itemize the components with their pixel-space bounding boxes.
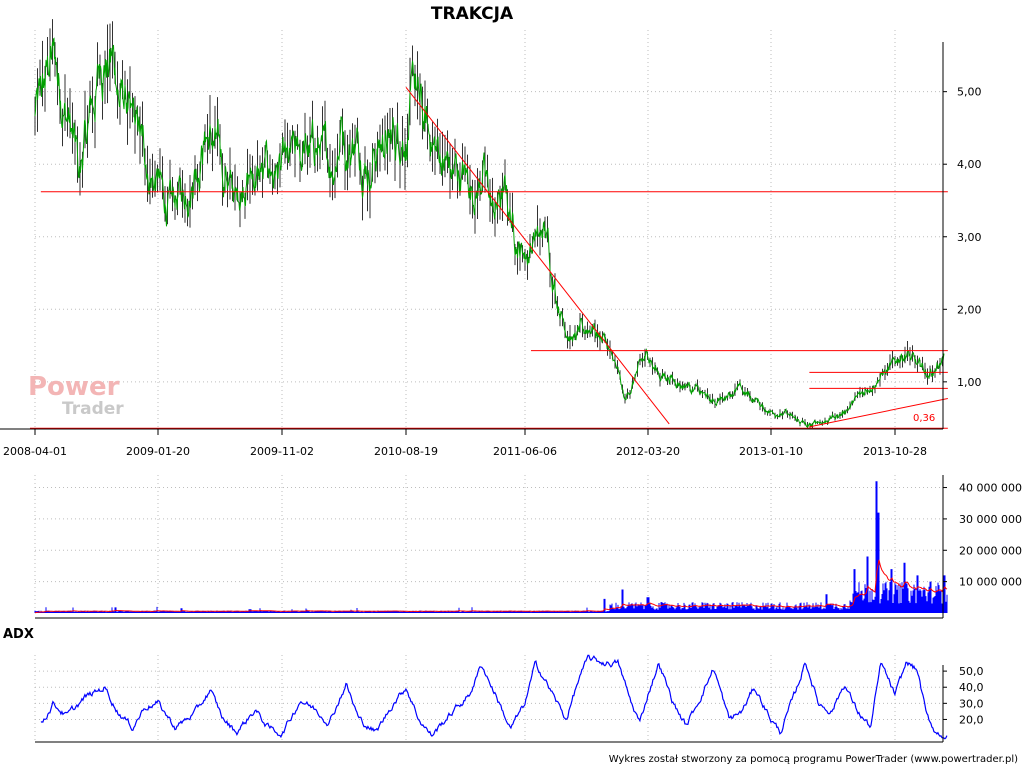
price-series <box>34 19 945 429</box>
adx-series <box>40 654 948 740</box>
power-trader-logo: Power Trader <box>28 372 124 419</box>
price-range-bars <box>34 19 943 429</box>
volume-y-tick-label: 20 000 000 <box>959 544 1022 557</box>
adx-y-tick-label: 50,0 <box>959 665 984 678</box>
logo-power-text: Power <box>28 372 120 402</box>
adx-grid <box>34 655 940 742</box>
price-reference-line <box>809 398 948 428</box>
volume-moving-average <box>34 559 948 614</box>
footer-credit: Wykres został stworzony za pomocą progra… <box>609 754 1018 765</box>
axes: 2008-04-01 2009-01-20 2009-11-02 2010-08-19… <box>0 42 1022 743</box>
adx-line <box>40 654 948 740</box>
adx-y-tick-label: 30,0 <box>959 697 984 710</box>
price-y-tick-label: 3,00 <box>957 231 982 244</box>
x-tick-label: 2009-11-02 <box>250 445 314 458</box>
logo-trader-text: Trader <box>62 399 124 419</box>
volume-y-tick-label: 30 000 000 <box>959 513 1022 526</box>
volume-series <box>34 481 948 614</box>
price-y-tick-label: 5,00 <box>957 86 982 99</box>
x-tick-label: 2008-04-01 <box>3 445 67 458</box>
price-grid <box>34 30 940 429</box>
price-y-tick-label: 1,00 <box>957 376 982 389</box>
volume-grid <box>34 475 940 613</box>
price-y-tick-label: 4,00 <box>957 158 982 171</box>
x-tick-label: 2012-03-20 <box>616 445 680 458</box>
price-line <box>34 37 945 428</box>
support-level-label: 0,36 <box>913 413 935 424</box>
volume-y-tick-label: 10 000 000 <box>959 576 1022 589</box>
x-tick-label: 2010-08-19 <box>374 445 438 458</box>
adx-y-tick-label: 20,0 <box>959 713 984 726</box>
volume-y-tick-label: 40 000 000 <box>959 482 1022 495</box>
x-tick-label: 2013-10-28 <box>863 445 927 458</box>
chart-title: TRAKCJA <box>431 4 514 24</box>
price-reference-lines <box>29 87 948 429</box>
price-y-tick-label: 2,00 <box>957 303 982 316</box>
x-tick-label: 2013-01-10 <box>739 445 803 458</box>
x-tick-label: 2009-01-20 <box>126 445 190 458</box>
price-reference-line <box>405 87 670 425</box>
x-tick-label: 2011-06-06 <box>493 445 557 458</box>
adx-y-tick-label: 40,0 <box>959 681 984 694</box>
adx-panel-title: ADX <box>3 627 34 642</box>
volume-bars <box>34 481 948 613</box>
